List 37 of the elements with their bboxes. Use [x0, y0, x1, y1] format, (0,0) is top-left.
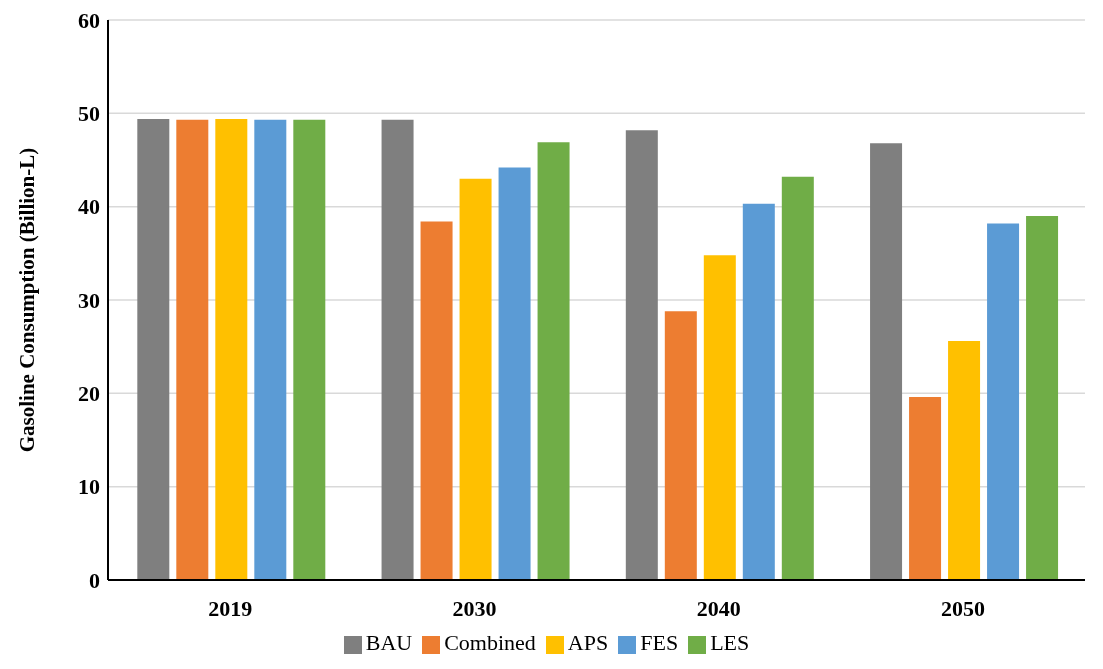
bar: [703, 255, 736, 580]
bar: [254, 119, 287, 580]
x-tick-label: 2040: [696, 595, 741, 621]
x-tick-label: 2019: [208, 595, 253, 621]
legend-label: BAU: [365, 630, 413, 655]
x-tick-label: 2050: [940, 595, 985, 621]
y-tick-label: 50: [78, 101, 100, 127]
bar: [1026, 216, 1059, 580]
y-tick-label: 40: [78, 194, 100, 220]
bar: [293, 119, 326, 580]
bar: [625, 130, 658, 580]
bar: [137, 118, 170, 580]
y-tick-label: 10: [78, 474, 100, 500]
bar: [459, 178, 492, 580]
legend-label: LES: [710, 630, 750, 655]
bar: [664, 311, 697, 580]
x-tick-label: 2030: [452, 595, 497, 621]
bar: [537, 142, 570, 580]
bar: [176, 119, 209, 580]
bar: [870, 143, 903, 580]
bar: [215, 118, 248, 580]
y-tick-label: 0: [89, 567, 100, 593]
y-tick-label: 20: [78, 381, 100, 407]
bar: [987, 223, 1020, 580]
legend-label: APS: [567, 630, 609, 655]
bar: [948, 341, 981, 580]
bar: [498, 167, 531, 580]
y-tick-label: 30: [78, 287, 100, 313]
bar: [781, 176, 814, 580]
y-tick-label: 60: [78, 7, 100, 33]
y-axis-title: Gasoline Consumption (Billion-L): [15, 147, 40, 453]
legend-label: Combined: [444, 630, 536, 655]
legend-label: FES: [640, 630, 679, 655]
bar: [909, 397, 942, 580]
bar: [742, 203, 775, 580]
bar: [420, 221, 453, 580]
bar: [381, 119, 414, 580]
